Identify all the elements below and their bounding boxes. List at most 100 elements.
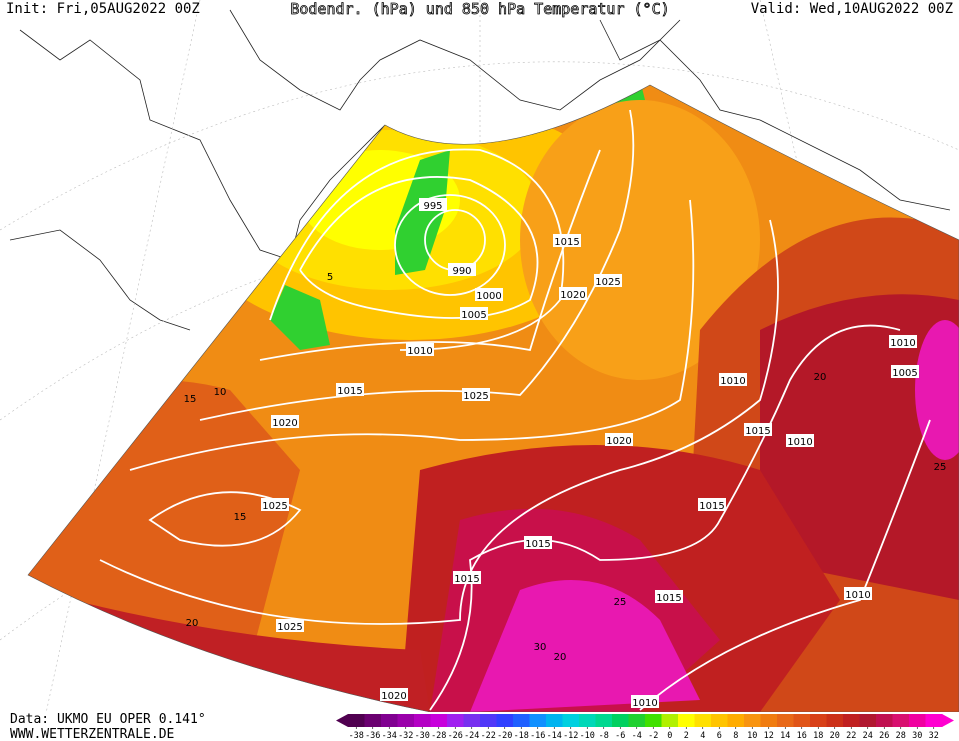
isobar-label: 1015 xyxy=(699,501,724,512)
colorbar-swatch xyxy=(645,714,662,727)
colorbar-label: -32 xyxy=(398,731,413,741)
isobar-label: 1025 xyxy=(595,277,620,288)
isobar-label: 1025 xyxy=(277,622,302,633)
isobar-label: 1010 xyxy=(787,437,812,448)
colorbar-label: -22 xyxy=(481,731,496,741)
colorbar-swatch xyxy=(876,714,893,727)
isobar-label: 1005 xyxy=(892,368,917,379)
colorbar: -38 -36 -34 -32 -30 -28 -26 -24 -22 -20 -18 -16 -14-… xyxy=(336,714,954,741)
colorbar-label: -28 xyxy=(431,731,446,741)
isobar-label-bg xyxy=(844,587,872,600)
isotherm-label: 20 xyxy=(814,372,827,383)
data-source: Data: UKMO EU OPER 0.141° xyxy=(10,712,206,727)
colorbar-label: 6 xyxy=(717,731,722,741)
colorbar-swatch xyxy=(381,714,398,727)
colorbar-swatch xyxy=(348,714,365,727)
isobar-label-bg xyxy=(271,415,299,428)
colorbar-swatch xyxy=(892,714,910,727)
colorbar-swatch xyxy=(496,714,514,727)
isobar-label-bg xyxy=(419,198,447,211)
colorbar-swatch xyxy=(480,714,497,727)
colorbar-label: 18 xyxy=(813,731,823,741)
isotherm-label: 25 xyxy=(934,462,947,473)
colorbar-label: -30 xyxy=(415,731,430,741)
isobar-label-bg xyxy=(524,536,552,549)
isobar-label: 1005 xyxy=(461,310,486,321)
isobar-label-bg xyxy=(276,619,304,632)
isotherm-label: 5 xyxy=(327,272,333,283)
colorbar-swatch xyxy=(397,714,415,727)
colorbar-swatch xyxy=(744,714,761,727)
colorbar-swatch xyxy=(925,714,943,727)
colorbar-label: 2 xyxy=(684,731,689,741)
colorbar-label: 28 xyxy=(896,731,906,741)
colorbar-label: 24 xyxy=(863,731,873,741)
isobar-label: 1020 xyxy=(560,290,585,301)
colorbar-swatch xyxy=(579,714,596,727)
colorbar-swatch xyxy=(810,714,827,727)
isotherm-label: 20 xyxy=(186,618,199,629)
isobar-label-bg xyxy=(261,498,289,511)
colorbar-swatch xyxy=(843,714,860,727)
isobar-label: 995 xyxy=(423,201,442,212)
isobar-label-bg xyxy=(744,423,772,436)
isotherm-label: 15 xyxy=(234,512,247,523)
isobar-label: 1010 xyxy=(720,376,745,387)
colorbar-swatch xyxy=(529,714,547,727)
colorbar-swatch xyxy=(546,714,563,727)
init-time: Init: Fri,05AUG2022 00Z xyxy=(6,1,200,17)
isobar-label-bg xyxy=(559,287,587,300)
isobar-label: 1015 xyxy=(656,593,681,604)
isobar-label-bg xyxy=(462,388,490,401)
isobar-label: 1015 xyxy=(525,539,550,550)
isobar-label: 1015 xyxy=(745,426,770,437)
colorbar-label: 20 xyxy=(830,731,840,741)
isotherm-label: 20 xyxy=(554,652,567,663)
isobar-label-bg xyxy=(475,288,503,301)
colorbar-label: 22 xyxy=(846,731,856,741)
colorbar-swatch xyxy=(628,714,646,727)
isobar-label-bg xyxy=(698,498,726,511)
colorbar-swatch xyxy=(760,714,778,727)
colorbar-label: 12 xyxy=(764,731,774,741)
colorbar-swatch xyxy=(364,714,382,727)
isobar-label: 1010 xyxy=(407,346,432,357)
colorbar-label: 0 xyxy=(667,731,672,741)
isobar-label: 1025 xyxy=(262,501,287,512)
isobar-label-bg xyxy=(594,274,622,287)
isobar-label: 1015 xyxy=(554,237,579,248)
isobar-label: 1010 xyxy=(890,338,915,349)
isobar-label-bg xyxy=(605,433,633,446)
coastlines xyxy=(9,9,959,661)
colorbar-swatch xyxy=(678,714,695,727)
colorbar-label: -26 xyxy=(448,731,463,741)
isobar-label-bg xyxy=(448,263,476,276)
colorbar-swatch xyxy=(661,714,679,727)
colorbar-label: 8 xyxy=(733,731,738,741)
colorbar-label: -18 xyxy=(514,731,529,741)
colorbar-label: 32 xyxy=(929,731,939,741)
isobar-label-bg xyxy=(889,335,917,348)
isobar-label-bg xyxy=(460,307,488,320)
isobar-label-bg xyxy=(380,688,408,701)
isotherm-label: 30 xyxy=(534,642,547,653)
colorbar-label: -14 xyxy=(547,731,562,741)
isotherm-label: 15 xyxy=(184,394,197,405)
colorbar-swatch xyxy=(909,714,926,727)
isobar-label: 1025 xyxy=(463,391,488,402)
valid-time: Valid: Wed,10AUG2022 00Z xyxy=(751,1,953,17)
isobar-label-bg xyxy=(406,343,434,356)
colorbar-label: -4 xyxy=(632,731,642,741)
website: WWW.WETTERZENTRALE.DE xyxy=(10,727,174,741)
isobar-label-bg xyxy=(786,434,814,447)
isobar-label: 1010 xyxy=(632,698,657,709)
colorbar-label: -36 xyxy=(365,731,380,741)
colorbar-swatch xyxy=(414,714,431,727)
isobar-label: 1015 xyxy=(454,574,479,585)
isobar-label: 1010 xyxy=(845,590,870,601)
isobar-label: 1020 xyxy=(272,418,297,429)
colorbar-swatch xyxy=(793,714,811,727)
colorbar-label: -6 xyxy=(615,731,625,741)
colorbar-label: 26 xyxy=(879,731,889,741)
